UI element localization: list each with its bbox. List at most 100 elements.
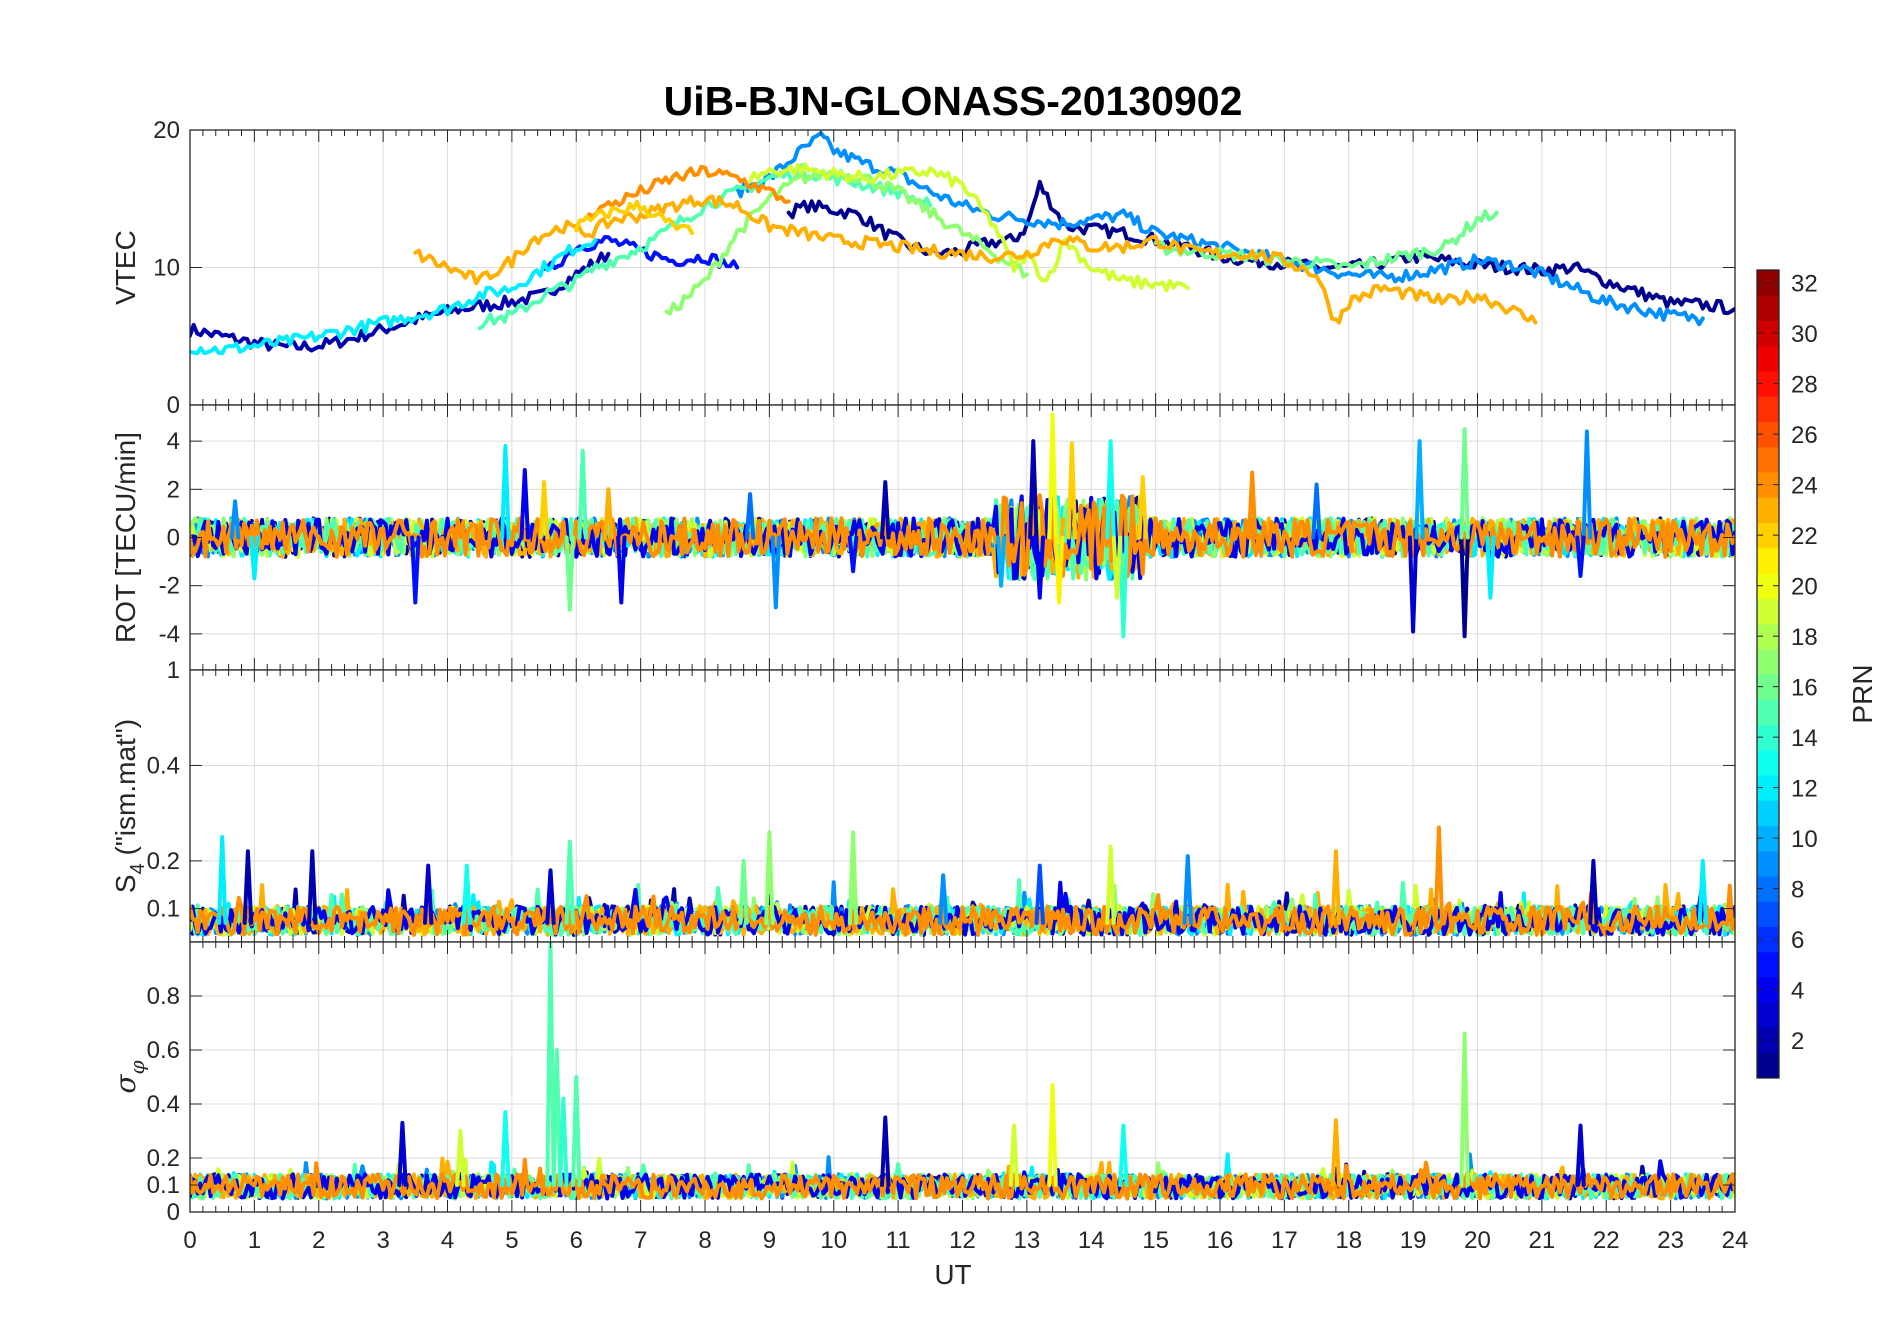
x-tick-label: 14 [1078,1227,1105,1254]
x-tick-label: 1 [248,1227,261,1254]
colorbar-tick-label: 28 [1791,372,1818,399]
spike-prn-15 [571,1075,582,1187]
colorbar-swatch [1757,800,1779,826]
spike-prn-15 [577,448,588,540]
x-tick-label: 22 [1593,1227,1620,1254]
series-line-prn-19 [748,162,1190,293]
colorbar-swatch [1757,320,1779,347]
x-tick-label: 17 [1271,1227,1298,1254]
spike-prn-12 [249,535,260,581]
colorbar-swatch [1757,749,1779,776]
y-tick-label: 0 [167,525,180,552]
spike-prn-9 [938,873,949,925]
y-tick-label: 0 [167,392,180,419]
colorbar-swatch [1757,674,1779,700]
colorbar-swatch [1757,699,1779,725]
panel-rot: -4 -2 0 2 4 ROT [TECU/min] [110,404,1736,671]
y-axis-label-s4: S4 ("ism.mat") [110,719,149,893]
panel-vtec: 0 10 20 VTEC [110,117,1736,419]
spike-prn-2 [880,1115,891,1187]
spike-prn-19 [1105,844,1116,925]
y-tick-label: -2 [159,573,180,600]
x-tick-label: 18 [1335,1227,1362,1254]
colorbar-tick-label: 2 [1791,1028,1804,1055]
spike-prn-5 [1575,535,1586,578]
spike-prn-2 [307,849,318,925]
y-axis-label-vtec: VTEC [110,230,141,305]
spike-prn-22 [538,480,550,540]
colorbar-tick-label: 22 [1791,523,1818,550]
y-axis-label-rot: ROT [TECU/min] [110,432,141,643]
spike-prn-23 [1330,849,1342,925]
colorbar-swatch [1757,926,1779,953]
spike-prn-22 [1137,475,1148,540]
spike-prn-5 [847,535,859,574]
spike-prn-16 [738,858,749,925]
spike-prn-24 [1433,825,1445,925]
x-tick-label: 3 [376,1227,389,1254]
y-tick-label: 0.4 [147,752,180,779]
y-tick-label: 0.8 [147,983,180,1010]
y-axis-label-sigma_phi: σφ [109,1060,149,1093]
colorbar-tick-label: 30 [1791,321,1818,348]
colorbar-swatch [1757,1002,1779,1028]
series-line-prn-12 [190,238,598,356]
colorbar-swatch [1757,623,1779,650]
y-tick-label-top: 1 [167,657,180,684]
spike-prn-14 [558,1096,569,1187]
spike-prn-3 [1407,535,1419,634]
colorbar-swatch [1757,472,1779,498]
colorbar-swatch [1757,977,1779,1003]
spike-prn-20 [1047,412,1058,540]
colorbar-tick-label: 6 [1791,927,1804,954]
spike-prn-3 [397,1120,408,1187]
spike-prn-12 [217,835,228,925]
colorbar-swatch [1757,724,1779,751]
spike-prn-20 [1047,1083,1058,1187]
colorbar-swatch [1757,446,1779,473]
colorbar-label: PRN [1847,664,1878,723]
y-tick-label: 0.6 [147,1037,180,1064]
spike-prn-13 [1105,439,1116,540]
spike-prn-17 [764,830,775,925]
x-tick-label: 7 [634,1227,647,1254]
colorbar-tick-label: 14 [1791,725,1818,752]
y-tick-label: 2 [167,476,180,503]
spike-prn-23 [1330,1118,1342,1187]
colorbar-swatch [1757,1027,1779,1054]
spike-prn-9 [1581,429,1593,540]
x-tick-label: 6 [570,1227,583,1254]
spike-prn-9 [1182,854,1193,925]
spike-prn-10 [995,535,1007,588]
colorbar-tick-label: 12 [1791,776,1818,803]
x-tick-label: 9 [763,1227,776,1254]
spike-prn-1 [1459,535,1470,639]
series-line-prn-24 [587,164,791,219]
spike-prn-10 [1414,439,1425,540]
spike-prn-8 [744,492,756,540]
spike-prn-2 [1028,439,1039,540]
x-tick-label: 21 [1529,1227,1556,1254]
x-tick-label: 2 [312,1227,325,1254]
colorbar-frame [1756,269,1780,1079]
spike-prn-7 [1034,863,1045,925]
colorbar-swatch [1757,951,1779,978]
spike-prn-14 [1118,535,1129,639]
spike-prn-23 [603,487,614,540]
colorbar-tick-label: 18 [1791,624,1818,651]
colorbar-tick-label: 16 [1791,675,1818,702]
spike-prn-15 [564,839,575,925]
spike-prn-5 [410,535,421,605]
spike-prn-15 [551,1048,563,1187]
colorbar-swatch [1757,598,1779,624]
colorbar-tick-label: 32 [1791,271,1818,298]
x-tick-label: 13 [1014,1227,1041,1254]
spike-prn-8 [1311,482,1322,540]
spike-prn-22 [1066,441,1078,540]
spike-prn-13 [461,863,472,925]
x-tick-label: 5 [505,1227,518,1254]
panel-sigma_phi: 00.10.2 0.4 0.6 0.8 σφ [109,941,1736,1226]
